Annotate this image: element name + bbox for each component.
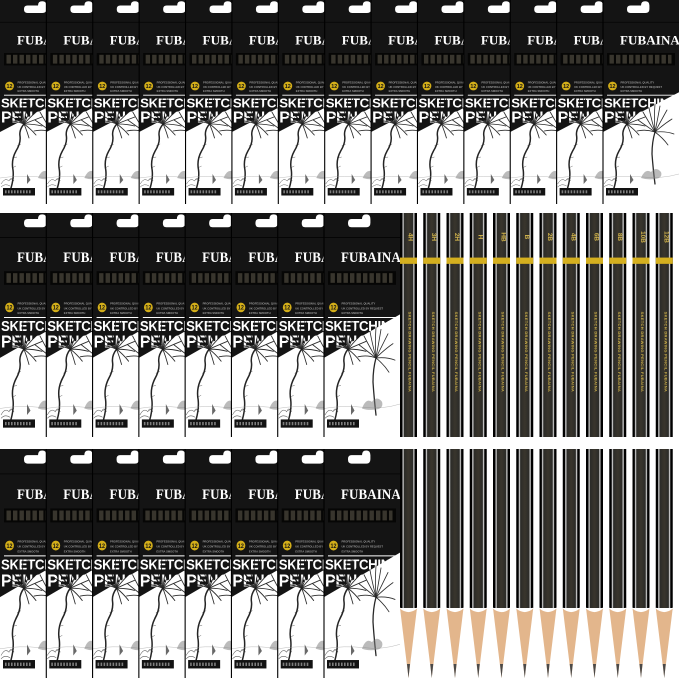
- svg-text:4B: 4B: [569, 233, 576, 242]
- svg-text:HB: HB: [500, 232, 507, 242]
- svg-text:3H: 3H: [430, 233, 437, 242]
- svg-text:8B: 8B: [616, 233, 623, 242]
- svg-text:SKETCH DRAWING PENCIL FUBAINA: SKETCH DRAWING PENCIL FUBAINA: [547, 312, 552, 392]
- svg-text:2H: 2H: [453, 233, 460, 242]
- svg-text:SKETCH DRAWING PENCIL FUBAINA: SKETCH DRAWING PENCIL FUBAINA: [663, 312, 668, 392]
- svg-text:SKETCH DRAWING PENCIL FUBAINA: SKETCH DRAWING PENCIL FUBAINA: [594, 312, 599, 392]
- svg-text:SKETCH DRAWING PENCIL FUBAINA: SKETCH DRAWING PENCIL FUBAINA: [454, 312, 459, 392]
- svg-text:H: H: [476, 235, 483, 240]
- svg-text:6B: 6B: [593, 233, 600, 242]
- svg-text:B: B: [523, 235, 530, 240]
- svg-text:4H: 4H: [407, 233, 414, 242]
- svg-text:SKETCH DRAWING PENCIL FUBAINA: SKETCH DRAWING PENCIL FUBAINA: [477, 312, 482, 392]
- svg-text:SKETCH DRAWING PENCIL FUBAINA: SKETCH DRAWING PENCIL FUBAINA: [408, 312, 413, 392]
- svg-text:SKETCH DRAWING PENCIL FUBAINA: SKETCH DRAWING PENCIL FUBAINA: [524, 312, 529, 392]
- svg-text:2B: 2B: [546, 233, 553, 242]
- svg-text:SKETCH DRAWING PENCIL FUBAINA: SKETCH DRAWING PENCIL FUBAINA: [640, 312, 645, 392]
- svg-text:SKETCH DRAWING PENCIL FUBAINA: SKETCH DRAWING PENCIL FUBAINA: [570, 312, 575, 392]
- svg-text:SKETCH DRAWING PENCIL FUBAINA: SKETCH DRAWING PENCIL FUBAINA: [501, 312, 506, 392]
- svg-text:SKETCH DRAWING PENCIL FUBAINA: SKETCH DRAWING PENCIL FUBAINA: [431, 312, 436, 392]
- svg-text:12B: 12B: [662, 231, 669, 243]
- svg-text:SKETCH DRAWING PENCIL FUBAINA: SKETCH DRAWING PENCIL FUBAINA: [617, 312, 622, 392]
- svg-text:10B: 10B: [639, 231, 646, 243]
